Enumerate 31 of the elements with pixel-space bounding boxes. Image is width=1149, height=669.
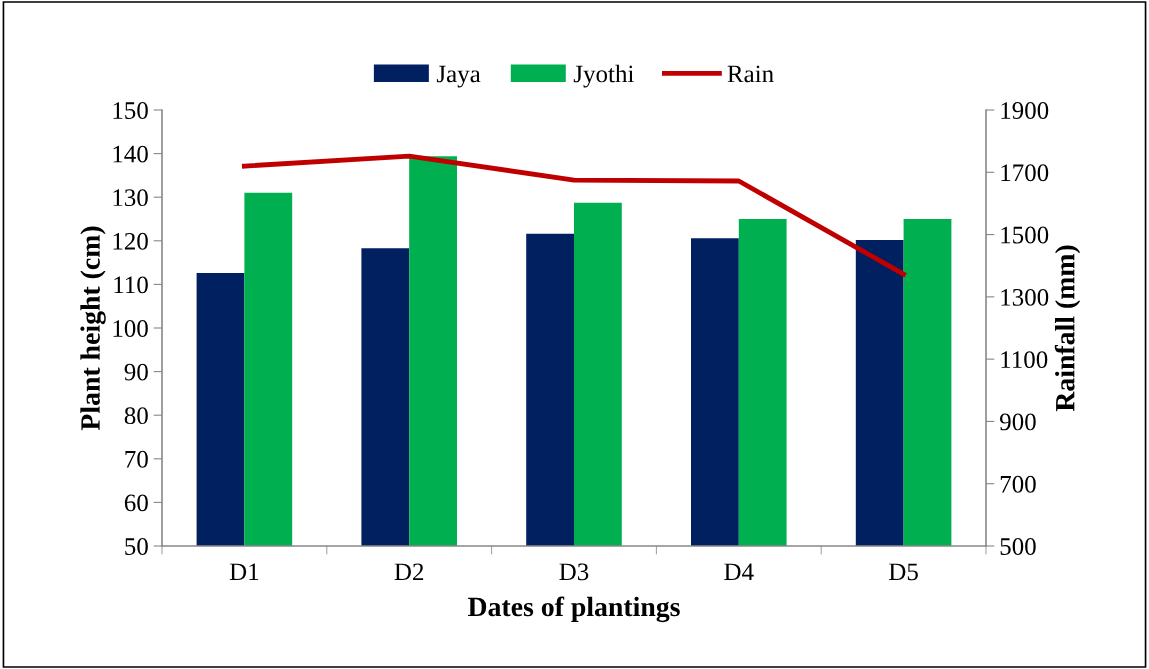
y-tick-label: 120 <box>113 232 148 250</box>
x-tick-label: D1 <box>229 563 259 581</box>
y-tick-label: 150 <box>113 102 148 119</box>
y2-tick-label: 900 <box>1000 413 1036 431</box>
legend-label: Jaya <box>436 65 481 88</box>
y-tick-label: 90 <box>124 363 148 381</box>
y2-tick-label: 1900 <box>1001 102 1049 119</box>
y-tick-label: 100 <box>113 320 148 337</box>
y-tick-label: 50 <box>125 538 148 555</box>
y-tick-label: 110 <box>114 276 148 294</box>
y2-tick-label: 1700 <box>1001 164 1049 182</box>
y2-tick-label: 500 <box>1000 538 1036 555</box>
x-tick-label: D4 <box>724 563 754 581</box>
legend-label: Jyothi <box>573 64 634 88</box>
x-tick-label: D2 <box>394 563 424 581</box>
y2-tick-label: 1500 <box>1001 226 1049 244</box>
x-tick-label: D5 <box>889 563 918 581</box>
y-axis-title: Plant height (cm) <box>80 226 106 431</box>
y-tick-label: 140 <box>113 145 148 163</box>
y-tick-label: 130 <box>113 189 148 207</box>
line-series <box>241 153 907 277</box>
y2-tick-label: 1100 <box>1001 351 1048 369</box>
legend-label: Rain <box>727 65 774 83</box>
y-tick-label: 80 <box>124 407 148 425</box>
y2-tick-label: 1300 <box>1001 288 1049 306</box>
x-axis-title: Dates of plantings <box>468 596 680 623</box>
y2-tick-label: 700 <box>1000 475 1036 493</box>
y-tick-label: 60 <box>124 494 148 512</box>
y-tick-label: 70 <box>125 450 148 468</box>
y2-axis-title: Rainfall (mm) <box>1054 245 1081 412</box>
x-tick-label: D3 <box>559 563 589 581</box>
